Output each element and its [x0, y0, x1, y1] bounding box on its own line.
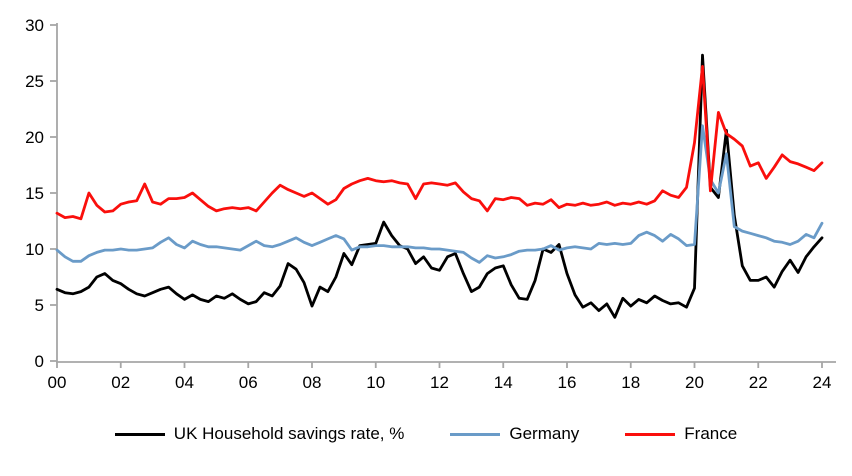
x-tick-label: 24 [813, 373, 832, 392]
y-tick-label: 0 [35, 352, 44, 371]
x-tick-label: 18 [621, 373, 640, 392]
x-tick-label: 10 [366, 373, 385, 392]
y-tick-label: 30 [25, 16, 44, 35]
savings-rate-line-chart: 0 5 10 15 20 25 30 00 02 04 06 08 10 12 14 16 18 20 22 24 [25, 16, 836, 392]
x-tick-label: 06 [239, 373, 258, 392]
y-tick-label: 20 [25, 128, 44, 147]
y-tick-label: 15 [25, 184, 44, 203]
y-tick-label: 10 [25, 240, 44, 259]
y-tick-label: 25 [25, 72, 44, 91]
x-tick-label: 20 [685, 373, 704, 392]
x-tick-label: 14 [494, 373, 513, 392]
x-tick-label: 08 [303, 373, 322, 392]
legend-item-france: France [625, 424, 737, 444]
uk-line-swatch [114, 432, 165, 436]
germany-legend-label: Germany [509, 424, 580, 443]
x-tick-label: 00 [48, 373, 67, 392]
germany-line-swatch [450, 432, 501, 436]
x-tick-label: 02 [111, 373, 130, 392]
france-legend-label: France [684, 424, 738, 443]
x-tick-label: 12 [430, 373, 449, 392]
france-line [55, 65, 824, 221]
x-tick-label: 22 [749, 373, 768, 392]
france-line-swatch [625, 432, 676, 436]
chart-legend: UK Household savings rate, % Germany Fra… [0, 424, 852, 444]
uk-line [55, 53, 824, 319]
x-tick-label: 04 [175, 373, 194, 392]
x-tick-label: 16 [558, 373, 577, 392]
germany-line [55, 124, 824, 264]
uk-legend-label: UK Household savings rate, % [173, 424, 405, 443]
legend-item-germany: Germany [450, 424, 579, 444]
y-tick-label: 5 [35, 296, 44, 315]
legend-item-uk: UK Household savings rate, % [114, 424, 405, 444]
